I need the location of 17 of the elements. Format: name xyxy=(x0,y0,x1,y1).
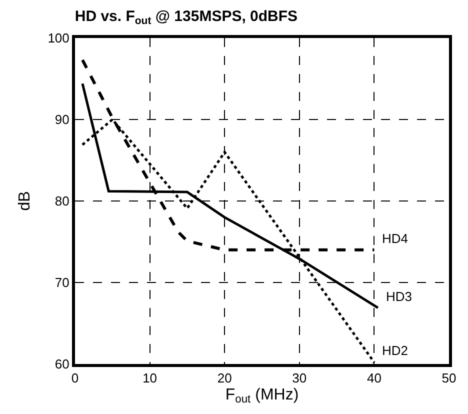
y-tick-label: 70 xyxy=(54,275,70,290)
series-label: HD3 xyxy=(386,289,412,304)
y-tick-label: 90 xyxy=(54,112,70,128)
y-tick-label: 100 xyxy=(48,30,70,46)
x-tick-label: 10 xyxy=(142,370,158,386)
y-axis-title: dB xyxy=(16,191,34,211)
x-tick-label: 40 xyxy=(366,370,382,386)
series-label: HD4 xyxy=(382,231,408,246)
y-tick-label: 60 xyxy=(54,356,70,372)
x-axis-title: F$_{out}$ (MHz) xyxy=(225,386,299,406)
x-tick-label: 50 xyxy=(442,370,456,386)
chart-title: HD vs. F$_{out}$ @ 135MSPS, 0dBFS xyxy=(74,8,298,27)
series-label: HD2 xyxy=(382,343,408,358)
x-tick-label: 20 xyxy=(217,370,232,386)
x-tick-label: 30 xyxy=(292,370,307,386)
x-tick-label: 0 xyxy=(71,370,79,386)
y-tick-label: 80 xyxy=(54,194,70,209)
